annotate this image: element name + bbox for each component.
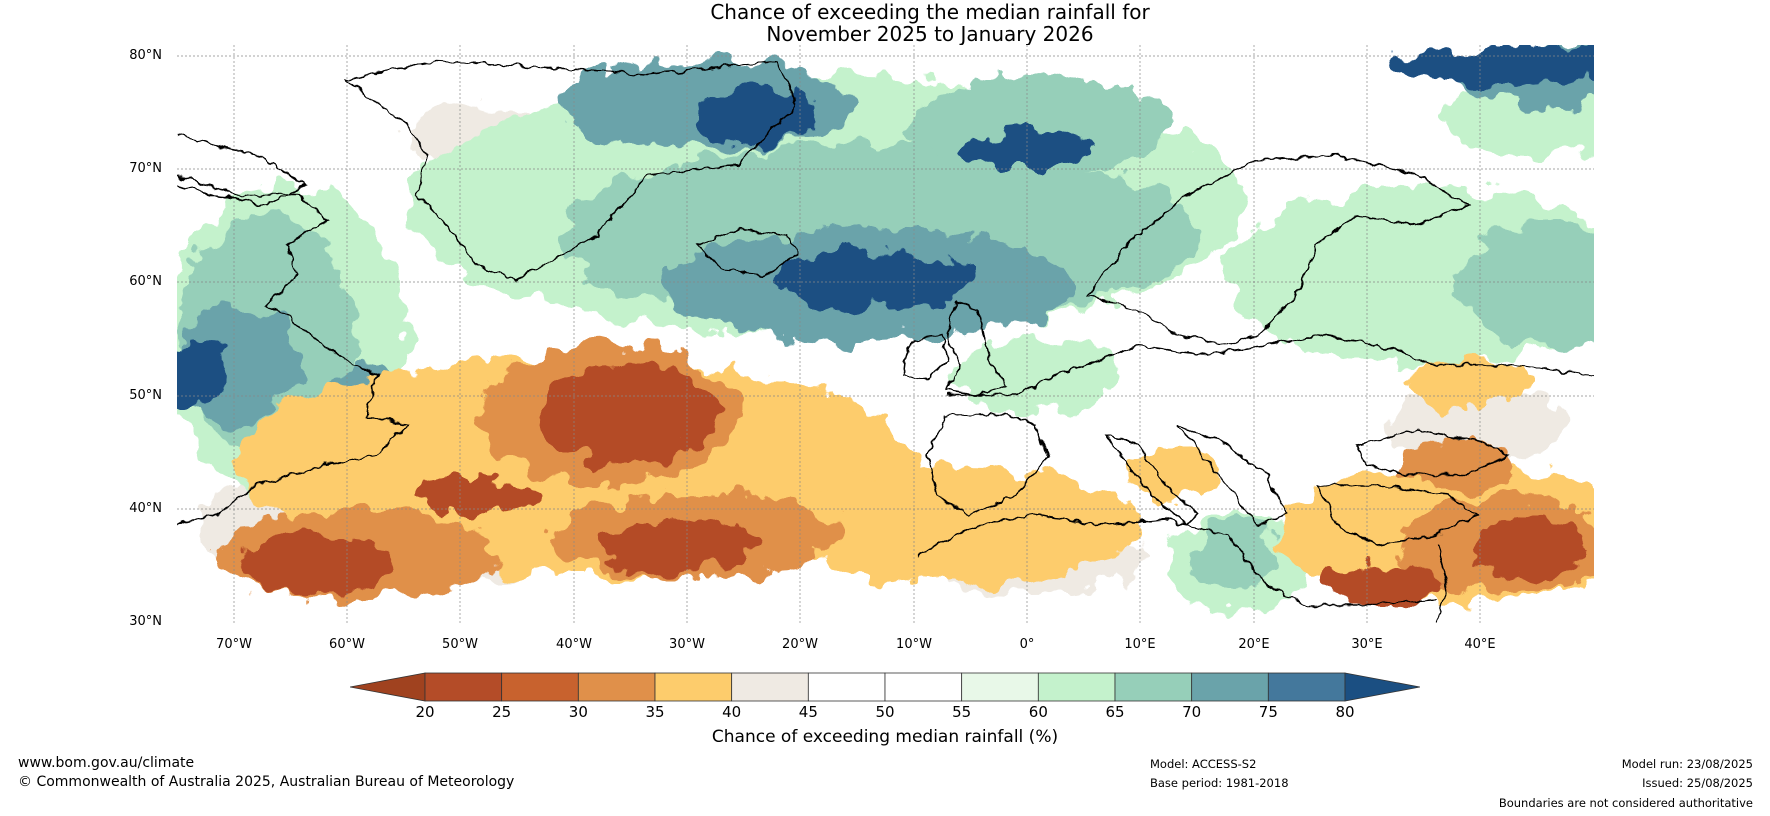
lon-label-50w: 50°W — [442, 637, 478, 652]
lon-label-10e: 10°E — [1124, 637, 1156, 652]
colorbar-cell — [731, 672, 809, 702]
lat-label-40n: 40°N — [129, 501, 162, 516]
colorbar-cell — [807, 672, 886, 702]
footer-issued: Issued: 25/08/2025 — [1642, 776, 1753, 790]
baffin-coastline — [177, 134, 309, 206]
colorbar-tick-label: 25 — [492, 703, 512, 721]
lon-label-30w: 30°W — [669, 637, 705, 652]
colorbar-cell — [654, 672, 733, 702]
north-america-coastline — [177, 174, 409, 526]
colorbar-tick-label: 45 — [798, 703, 818, 721]
colorbar-tick-label: 80 — [1335, 703, 1355, 721]
lat-label-70n: 70°N — [129, 161, 162, 176]
colorbar — [350, 672, 1420, 702]
north-africa-coastline — [916, 514, 1438, 606]
iberia-coastline — [926, 414, 1048, 516]
greenland-coastline — [345, 59, 798, 281]
iceland-coastline — [695, 229, 799, 276]
italy-coastline — [1105, 433, 1199, 527]
lon-label-10w: 10°W — [896, 637, 932, 652]
lon-label-20w: 20°W — [782, 637, 818, 652]
lat-label-50n: 50°N — [129, 388, 162, 403]
colorbar-cell — [1267, 672, 1346, 702]
europe-coastline — [947, 334, 1594, 396]
footer-disclaimer: Boundaries are not considered authoritat… — [1498, 796, 1753, 810]
colorbar-cell — [1037, 672, 1116, 702]
lon-label-60w: 60°W — [329, 637, 365, 652]
lon-label-40w: 40°W — [556, 637, 592, 652]
map-title-line2: November 2025 to January 2026 — [766, 22, 1094, 46]
colorbar-cell — [1114, 672, 1193, 702]
turkey-coastline — [1315, 484, 1479, 546]
colorbar-cell — [577, 672, 656, 702]
footer-model-run: Model run: 23/08/2025 — [1621, 757, 1753, 771]
below-median-dry-strongest-patches — [237, 365, 1587, 605]
lon-label-70w: 70°W — [216, 637, 252, 652]
colorbar-cell — [501, 672, 579, 702]
levant-coastline — [1436, 544, 1448, 623]
lat-label-80n: 80°N — [129, 48, 162, 63]
footer-copyright: © Commonwealth of Australia 2025, Austra… — [18, 774, 515, 790]
footer-url: www.bom.gov.au/climate — [18, 755, 195, 771]
colorbar-tick-label: 55 — [952, 703, 972, 721]
lat-label-60n: 60°N — [129, 274, 162, 289]
footer-base-period: Base period: 1981-2018 — [1150, 776, 1289, 790]
graticule-lines — [177, 45, 1594, 623]
map-title-line1: Chance of exceeding the median rainfall … — [710, 0, 1150, 24]
colorbar-cell — [424, 672, 503, 702]
colorbar-label: Chance of exceeding median rainfall (%) — [711, 727, 1059, 747]
colorbar-tick-label: 30 — [568, 703, 588, 721]
black-sea-coastline — [1355, 429, 1509, 476]
lat-label-30n: 30°N — [129, 614, 162, 629]
coastlines — [177, 59, 1594, 623]
colorbar-extend-low — [350, 672, 426, 702]
lon-label-0: 0° — [1019, 637, 1035, 652]
above-median-wet-strongest-patches — [177, 45, 1594, 405]
colorbar-tick-label: 35 — [645, 703, 665, 721]
lon-label-20e: 20°E — [1238, 637, 1270, 652]
colorbar-tick-label: 40 — [722, 703, 742, 721]
balkans-coastline — [1176, 424, 1289, 526]
colorbar-cell — [884, 672, 963, 702]
lon-label-40e: 40°E — [1464, 637, 1496, 652]
colorbar-tick-label: 20 — [415, 703, 435, 721]
colorbar-cell — [1191, 672, 1269, 702]
lon-label-30e: 30°E — [1351, 637, 1383, 652]
colorbar-cell — [961, 672, 1039, 702]
colorbar-tick-label: 65 — [1105, 703, 1125, 721]
colorbar-tick-label: 60 — [1028, 703, 1048, 721]
ireland-coastline — [901, 334, 948, 381]
colorbar-tick-label: 50 — [875, 703, 895, 721]
footer-model: Model: ACCESS-S2 — [1150, 757, 1257, 771]
scandinavia-coastline — [1085, 154, 1469, 346]
colorbar-tick-label: 75 — [1258, 703, 1278, 721]
colorbar-tick-label: 70 — [1182, 703, 1202, 721]
rainfall-probability-map — [177, 45, 1594, 623]
colorbar-extend-high — [1344, 672, 1420, 702]
